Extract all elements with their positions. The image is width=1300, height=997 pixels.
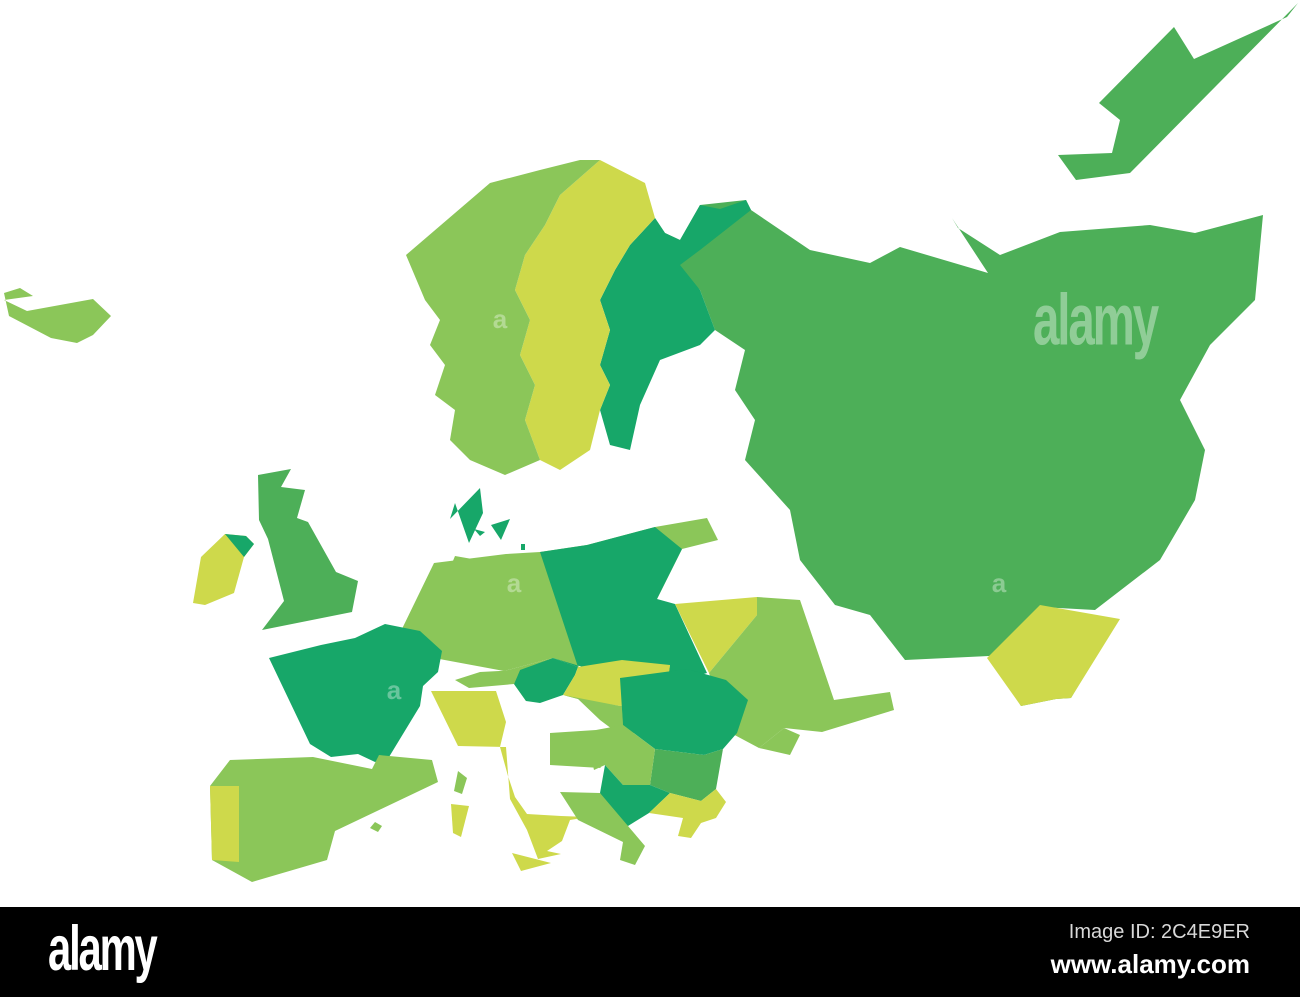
svg-text:a: a: [777, 568, 792, 598]
svg-text:a: a: [387, 675, 402, 705]
svg-text:a: a: [992, 675, 1007, 705]
svg-text:a: a: [493, 304, 508, 334]
svg-text:a: a: [653, 421, 668, 451]
svg-text:alamy: alamy: [1033, 279, 1159, 361]
svg-text:my: my: [683, 436, 718, 466]
svg-text:a: a: [507, 568, 522, 598]
svg-text:a: a: [992, 568, 1007, 598]
